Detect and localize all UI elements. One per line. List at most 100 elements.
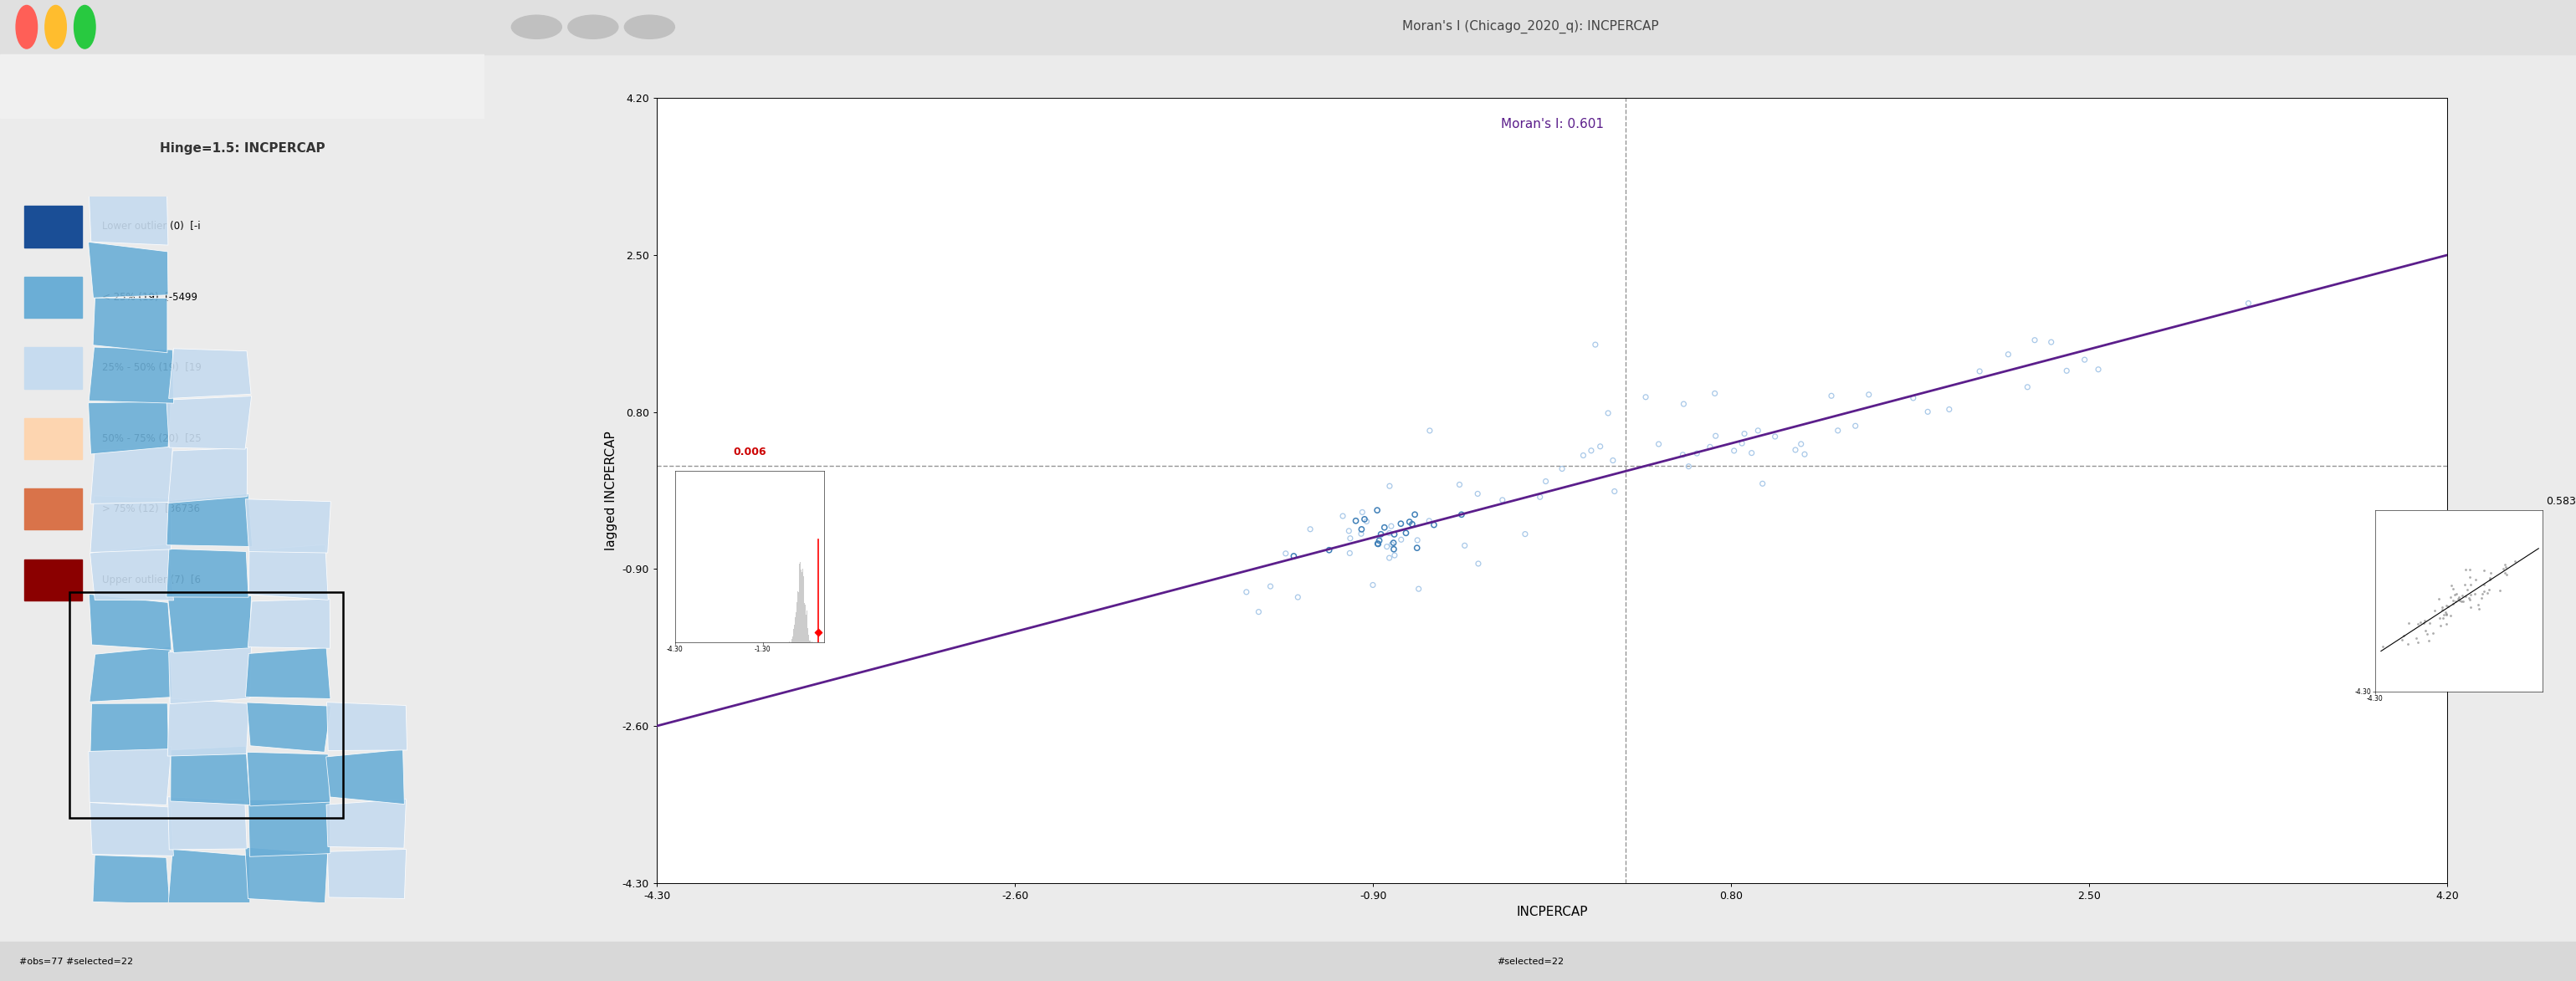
Polygon shape <box>247 598 330 648</box>
Circle shape <box>623 15 675 38</box>
Point <box>1345 511 1386 527</box>
Polygon shape <box>167 348 250 398</box>
Bar <box>23 206 82 247</box>
Point <box>1363 520 1404 536</box>
Point <box>2396 630 2437 645</box>
Polygon shape <box>90 446 173 504</box>
Point <box>2450 577 2491 593</box>
Point <box>2406 623 2447 639</box>
Point <box>1677 445 1718 461</box>
Point <box>1780 437 1821 452</box>
Point <box>2450 587 2491 602</box>
Point <box>1358 533 1399 548</box>
Point <box>2007 380 2048 395</box>
Point <box>1775 442 1816 458</box>
Point <box>1893 390 1935 406</box>
Polygon shape <box>327 850 407 899</box>
Polygon shape <box>90 543 173 600</box>
Point <box>1329 523 1370 539</box>
Point <box>1504 526 1546 542</box>
Bar <box>23 418 82 459</box>
Point <box>1358 536 1399 551</box>
Polygon shape <box>167 549 247 597</box>
Point <box>1368 525 1409 541</box>
Point <box>1409 423 1450 439</box>
Point <box>1347 514 1388 530</box>
Point <box>1329 531 1370 546</box>
Point <box>1368 550 1409 566</box>
Point <box>2434 587 2476 602</box>
Point <box>1587 405 1628 421</box>
Point <box>2437 590 2478 605</box>
Point <box>2450 592 2491 607</box>
Text: 50% - 75% (20)  [25: 50% - 75% (20) [25 <box>100 433 201 444</box>
Point <box>1278 590 1319 605</box>
Bar <box>70 592 343 818</box>
Text: 25% - 50% (19)  [19: 25% - 50% (19) [19 <box>100 362 201 374</box>
Point <box>2432 578 2473 594</box>
Point <box>1638 437 1680 452</box>
Point <box>2030 335 2071 350</box>
Point <box>1321 508 1363 524</box>
Point <box>2414 603 2455 619</box>
Point <box>2442 594 2483 609</box>
Point <box>2468 582 2509 597</box>
Circle shape <box>44 5 67 49</box>
Circle shape <box>15 5 36 49</box>
Point <box>1365 539 1406 554</box>
Bar <box>23 489 82 530</box>
Text: #obs=77 #selected=22: #obs=77 #selected=22 <box>21 957 134 965</box>
Point <box>1785 446 1826 462</box>
Point <box>1373 542 1414 557</box>
Point <box>1958 363 1999 379</box>
Point <box>2463 577 2504 593</box>
Polygon shape <box>90 495 170 552</box>
Point <box>2455 586 2496 601</box>
Point <box>2014 333 2056 348</box>
Point <box>2470 565 2512 581</box>
Polygon shape <box>90 646 173 701</box>
Point <box>2432 596 2473 612</box>
Point <box>2409 633 2450 648</box>
Point <box>2398 616 2439 632</box>
Point <box>2228 295 2269 311</box>
Point <box>1736 423 1777 439</box>
Polygon shape <box>167 850 250 906</box>
Point <box>1291 521 1332 537</box>
Polygon shape <box>167 493 252 546</box>
Point <box>1695 386 1736 401</box>
Point <box>1396 533 1437 548</box>
Point <box>2429 590 2470 605</box>
Point <box>2398 635 2439 650</box>
Point <box>2483 565 2524 581</box>
Point <box>1520 490 1561 505</box>
Point <box>2463 562 2504 578</box>
Point <box>1816 423 1857 439</box>
Circle shape <box>75 5 95 49</box>
Point <box>2432 581 2473 596</box>
Polygon shape <box>90 802 173 855</box>
Point <box>1664 396 1705 412</box>
Point <box>1342 522 1383 538</box>
Point <box>1386 525 1427 541</box>
Point <box>1754 429 1795 444</box>
Bar <box>23 559 82 600</box>
Point <box>1352 577 1394 593</box>
Point <box>2437 586 2478 601</box>
Polygon shape <box>247 800 330 856</box>
Point <box>2494 553 2535 569</box>
Point <box>1445 538 1486 553</box>
Point <box>2486 567 2527 583</box>
Bar <box>0 942 484 981</box>
Polygon shape <box>247 702 330 752</box>
Polygon shape <box>245 647 330 698</box>
Point <box>2432 593 2473 608</box>
Point <box>2447 582 2488 597</box>
Circle shape <box>513 15 562 38</box>
Point <box>2458 600 2499 616</box>
Point <box>1388 514 1430 530</box>
Point <box>1396 541 1437 556</box>
Point <box>1440 507 1481 523</box>
Polygon shape <box>88 242 167 298</box>
Point <box>1340 526 1381 542</box>
